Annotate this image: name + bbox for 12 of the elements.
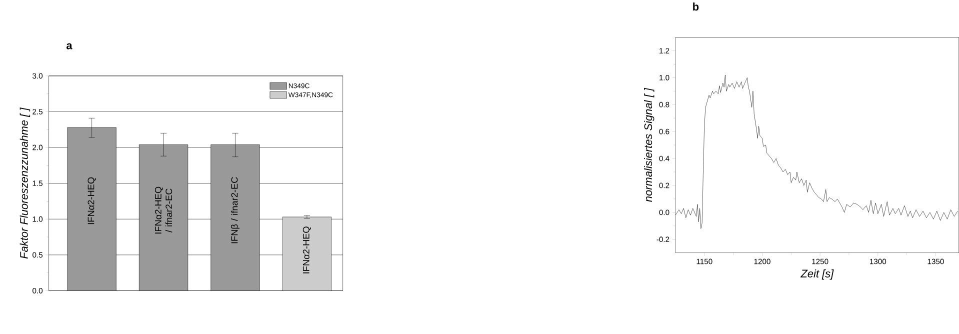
bar [67, 127, 116, 291]
x-tick-label: IFNα2-HEQ [302, 226, 312, 274]
bar [138, 144, 188, 291]
chart-title: a [66, 43, 72, 50]
x-tick-label: IFNα2-HEQ / ifnar2-EC [154, 187, 172, 234]
x-axis-title: Zeit [s] [800, 270, 834, 280]
x-tick-label: IFNβ / ifnar2-EC [230, 177, 240, 244]
y-axis-title: normalisiertes Signal [ ] [644, 88, 654, 202]
bar [210, 144, 260, 291]
x-tick-label: IFNα2-HEQ [88, 178, 96, 224]
y-axis-title: Faktor Fluoreszenzzunahme [ ] [20, 108, 30, 259]
chart-title: b [693, 2, 699, 11]
